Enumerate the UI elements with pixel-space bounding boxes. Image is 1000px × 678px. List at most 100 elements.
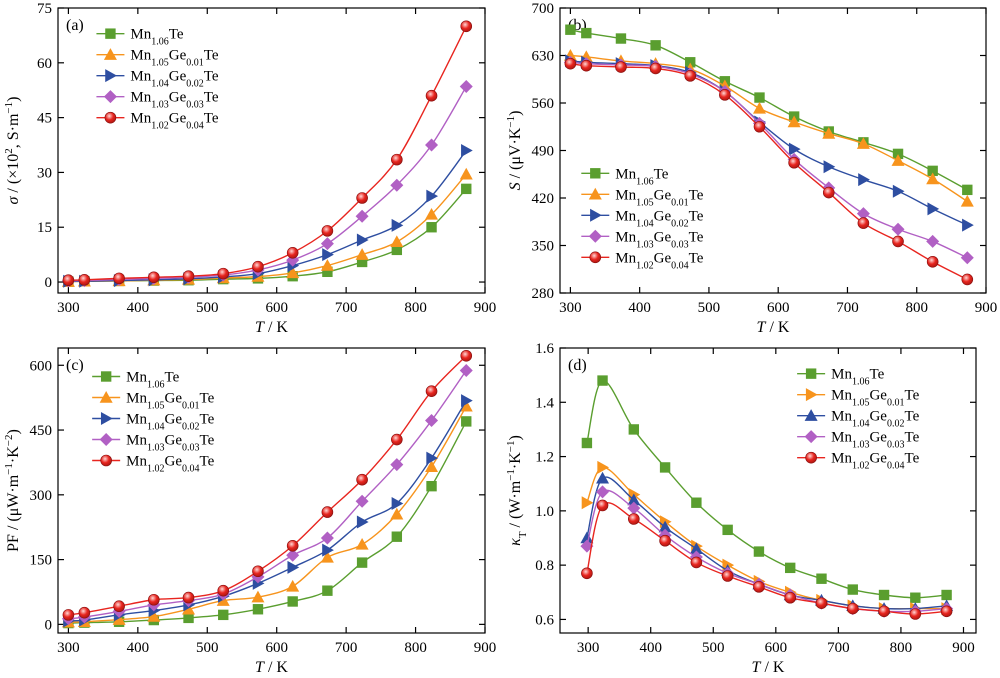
data-point <box>321 225 334 237</box>
data-point <box>182 602 196 615</box>
legend-marker <box>590 168 601 179</box>
legend-marker <box>105 69 117 83</box>
data-point <box>892 235 904 248</box>
legend-entry-label: Mn1.03Ge0.03Te <box>615 229 703 250</box>
y-tick-label: 45 <box>37 111 52 127</box>
series-4 <box>580 485 954 618</box>
data-point <box>218 609 229 621</box>
data-point <box>461 416 472 427</box>
data-point <box>425 385 438 397</box>
data-point <box>752 101 766 114</box>
legend-marker <box>99 391 113 403</box>
data-point <box>858 173 870 187</box>
data-point <box>183 612 194 624</box>
y-tick-label: 60 <box>37 56 52 72</box>
data-point <box>823 160 836 174</box>
data-point <box>391 218 404 232</box>
data-point <box>722 524 733 536</box>
legend-entry-label: Mn1.04Ge0.02Te <box>126 412 214 433</box>
legend-marker <box>105 28 116 39</box>
data-point <box>856 207 870 221</box>
x-axis-label: T / K <box>752 659 785 676</box>
data-point <box>719 89 731 101</box>
x-tick-label: 500 <box>702 640 725 656</box>
data-point <box>148 271 160 284</box>
data-point <box>721 570 734 582</box>
data-point <box>355 537 369 550</box>
data-point <box>627 501 641 515</box>
data-point <box>322 585 333 596</box>
x-axis-label: T / K <box>757 319 790 336</box>
data-point <box>615 61 627 73</box>
data-point <box>217 584 230 597</box>
data-point <box>287 560 300 574</box>
legend-marker <box>805 451 817 464</box>
data-point <box>460 20 473 33</box>
y-tick-label: 1.2 <box>535 450 554 466</box>
data-point <box>940 605 953 618</box>
data-point <box>320 531 334 545</box>
series-line <box>68 86 467 282</box>
x-tick-label: 500 <box>196 300 219 316</box>
data-point <box>390 235 404 248</box>
data-point <box>322 266 333 278</box>
legend-marker <box>804 409 818 421</box>
series-line <box>68 370 467 620</box>
data-point <box>960 251 974 265</box>
x-tick-label: 900 <box>474 300 497 316</box>
y-tick-label: 0.8 <box>535 558 554 574</box>
panel-tag: (a) <box>66 17 84 34</box>
data-point <box>689 542 703 555</box>
data-point <box>628 513 640 525</box>
legend-marker <box>590 208 602 222</box>
panel-tag: (c) <box>66 357 84 374</box>
legend-entry-label: Mn1.03Ge0.03Te <box>130 90 218 111</box>
data-point <box>62 274 75 287</box>
legend-marker <box>100 454 112 467</box>
data-point <box>356 473 368 486</box>
legend-marker <box>100 371 112 382</box>
series-4 <box>61 80 473 288</box>
data-point <box>182 591 195 604</box>
x-tick-label: 300 <box>57 640 80 656</box>
series-5 <box>581 499 953 620</box>
data-point <box>78 274 91 286</box>
series-line <box>68 173 467 283</box>
data-point <box>390 178 404 192</box>
series-4 <box>61 363 473 626</box>
y-tick-label: 490 <box>532 144 555 160</box>
legend-entry-label: Mn1.02Ge0.04Te <box>130 111 218 131</box>
data-point <box>182 270 195 282</box>
y-tick-label: 75 <box>37 1 52 17</box>
data-point <box>459 399 473 412</box>
data-point <box>891 222 905 236</box>
x-tick-label: 300 <box>559 300 582 316</box>
x-tick-label: 400 <box>127 300 150 316</box>
data-point <box>356 192 368 204</box>
data-point <box>659 462 671 473</box>
data-point <box>356 256 368 268</box>
data-point <box>581 27 592 39</box>
data-point <box>909 608 922 620</box>
data-point <box>355 248 369 260</box>
y-tick-label: 0 <box>45 275 53 291</box>
data-point <box>320 259 334 271</box>
y-tick-label: 700 <box>532 1 555 17</box>
legend-entry-label: Mn1.05Ge0.01Te <box>130 48 218 69</box>
data-point <box>650 40 661 51</box>
data-point <box>62 609 75 621</box>
data-point <box>926 234 940 248</box>
legend-entry-label: Mn1.03Ge0.03Te <box>126 433 214 454</box>
data-point <box>962 184 973 196</box>
x-tick-label: 700 <box>335 300 358 316</box>
y-tick-label: 1.0 <box>535 504 554 520</box>
y-tick-label: 450 <box>30 423 53 439</box>
data-point <box>217 267 230 280</box>
data-point <box>390 458 404 472</box>
data-point <box>355 209 369 223</box>
data-point <box>426 451 439 465</box>
x-tick-label: 500 <box>698 300 721 316</box>
data-point <box>391 153 403 166</box>
data-point <box>857 217 870 229</box>
legend: Mn1.06TeMn1.05Ge0.01TeMn1.04Ge0.02TeMn1.… <box>581 166 704 271</box>
